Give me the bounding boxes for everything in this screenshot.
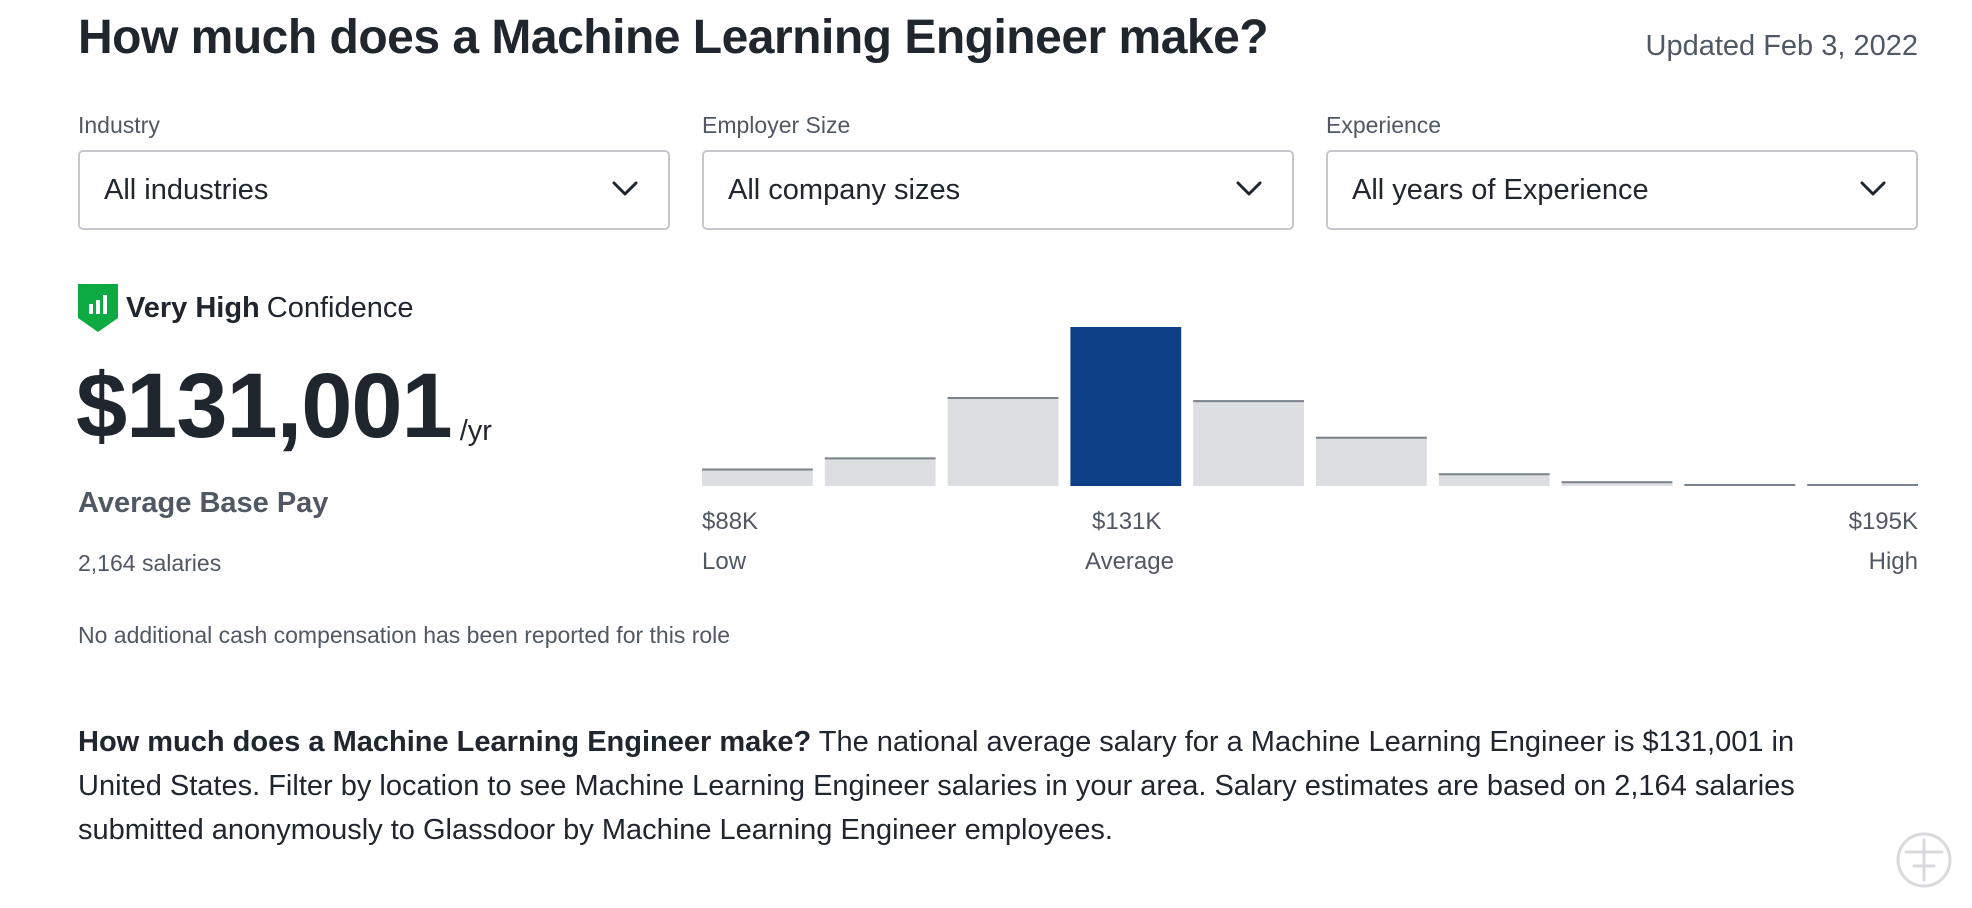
histogram-bar [1807,484,1918,486]
industry-select[interactable]: All industries [78,150,670,230]
experience-filter-label: Experience [1326,112,1442,138]
description-lead: How much does a Machine Learning Enginee… [78,726,812,758]
employer-size-filter-label: Employer Size [702,112,851,138]
histogram-bar [1316,436,1427,486]
experience-select[interactable]: All years of Experience [1326,150,1918,230]
average-value: $131K [1092,508,1162,535]
histogram-bar [947,397,1059,486]
experience-filter: Experience All years of Experience [1326,112,1918,230]
low-value: $88K [702,508,759,535]
average-label: Average [1085,548,1174,575]
histogram-bar [702,468,813,486]
experience-select-value: All years of Experience [1352,173,1649,206]
employer-size-select-value: All company sizes [728,173,961,206]
histogram-bar [1193,400,1304,486]
high-value: $195K [1848,508,1918,535]
chevron-down-icon [612,181,638,196]
watermark-logo [1896,832,1952,888]
industry-select-value: All industries [104,173,269,206]
histogram-bar [1684,484,1796,486]
employer-size-select[interactable]: All company sizes [702,150,1294,230]
histogram-bar [1438,473,1550,486]
average-pay: $131,001 /yr [76,360,492,452]
salary-description: How much does a Machine Learning Enginee… [78,720,1878,852]
page-title: How much does a Machine Learning Enginee… [78,11,1269,64]
employer-size-filter: Employer Size All company sizes [702,112,1294,230]
confidence-indicator: Very High Confidence [78,284,414,332]
confidence-suffix: Confidence [266,291,414,324]
updated-date: Updated Feb 3, 2022 [1645,30,1918,62]
pay-unit: /yr [459,415,492,447]
description-body: The national average salary for a Machin… [78,726,1795,846]
industry-filter: Industry All industries [78,112,670,230]
industry-filter-label: Industry [78,112,160,138]
chevron-down-icon [1236,181,1262,196]
histogram-bar-average [1070,327,1182,486]
confidence-level: Very High [126,291,260,324]
high-label: High [1868,548,1918,575]
salary-count: 2,164 salaries [78,550,222,576]
histogram-bar [824,457,936,486]
additional-cash-note: No additional cash compensation has been… [78,622,731,648]
pay-amount: $131,001 [76,355,453,457]
average-base-pay-label: Average Base Pay [78,487,329,519]
histogram-bar [1561,481,1673,486]
low-label: Low [702,548,747,575]
chevron-down-icon [1860,181,1886,196]
shield-bar-chart-icon [78,284,118,332]
